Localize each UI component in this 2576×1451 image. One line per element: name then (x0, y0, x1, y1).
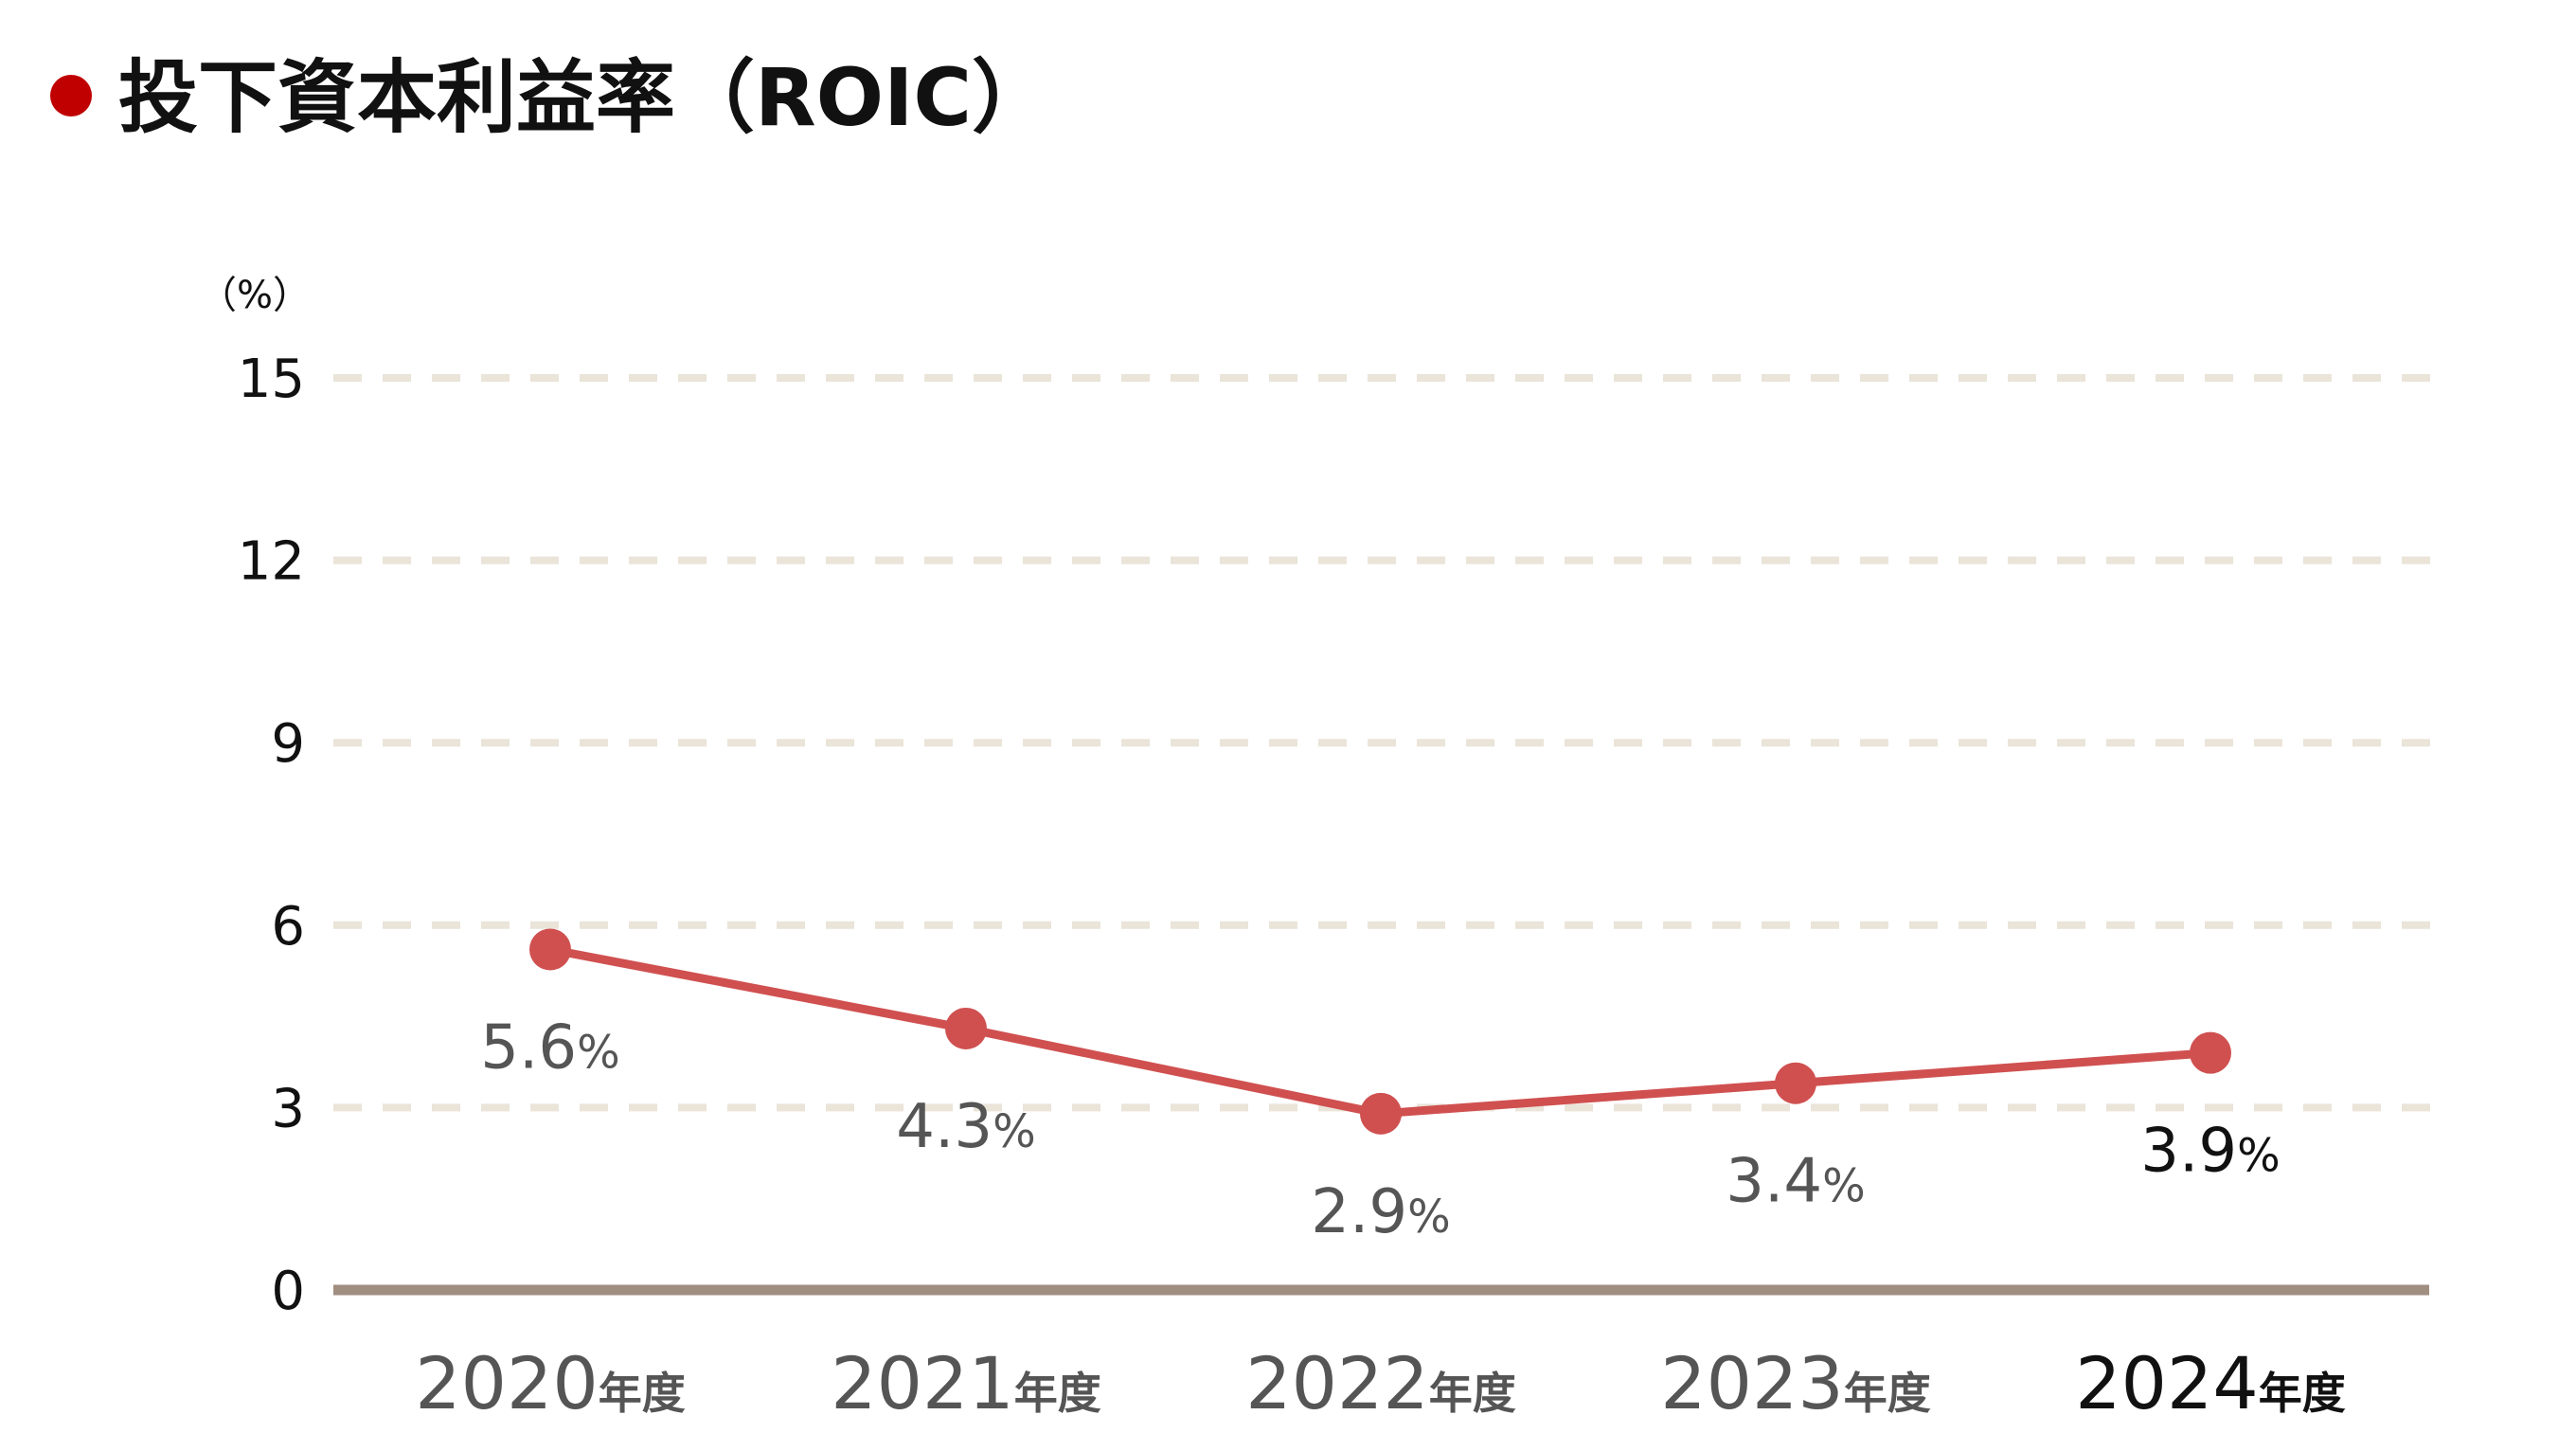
x-tick-suffix: 年度 (1429, 1368, 1516, 1419)
data-label-unit: % (1822, 1160, 1866, 1213)
x-tick-label: 2024年度 (2075, 1341, 2345, 1425)
data-label-unit: % (1407, 1191, 1451, 1244)
data-label-unit: % (993, 1105, 1036, 1158)
data-point (2190, 1031, 2231, 1074)
data-label-value: 3.4 (1726, 1147, 1822, 1217)
x-tick-label: 2022年度 (1245, 1341, 1515, 1425)
y-tick-label: 9 (271, 713, 305, 775)
data-label-value: 2.9 (1311, 1177, 1407, 1247)
y-tick-label: 6 (271, 896, 305, 958)
data-label-unit: % (577, 1026, 620, 1079)
data-label: 2.9% (1311, 1177, 1450, 1247)
x-tick-label: 2020年度 (415, 1341, 685, 1425)
x-tick-suffix: 年度 (1014, 1368, 1101, 1419)
x-tick-suffix: 年度 (599, 1368, 686, 1419)
x-tick-suffix: 年度 (2259, 1368, 2346, 1419)
x-tick-year: 2021 (831, 1341, 1013, 1425)
x-tick-year: 2020 (415, 1341, 598, 1425)
y-tick-label: 3 (271, 1078, 305, 1139)
series-line (549, 945, 2211, 1119)
y-tick-label: 12 (238, 531, 305, 593)
data-label: 3.9% (2140, 1117, 2280, 1187)
y-axis-unit: （%） (199, 274, 311, 317)
chart-title: 投下資本利益率（ROIC） (118, 51, 1051, 144)
data-label: 5.6% (480, 1012, 619, 1083)
data-point (1775, 1062, 1816, 1104)
x-tick-label: 2023年度 (1660, 1341, 1930, 1425)
y-tick-label: 15 (238, 349, 305, 410)
x-tick-year: 2024 (2075, 1341, 2258, 1425)
y-tick-label: 0 (271, 1261, 305, 1322)
data-label-value: 4.3 (896, 1092, 993, 1162)
data-point (945, 1007, 987, 1049)
data-point (1360, 1092, 1402, 1135)
data-label: 4.3% (896, 1092, 1035, 1162)
data-label: 3.4% (1726, 1147, 1865, 1217)
data-point (529, 928, 571, 971)
x-tick-year: 2023 (1660, 1341, 1843, 1425)
x-tick-label: 2021年度 (831, 1341, 1100, 1425)
x-tick-suffix: 年度 (1844, 1368, 1931, 1419)
title-bullet-icon (50, 75, 92, 116)
data-label-value: 3.9 (2140, 1117, 2237, 1187)
data-label-value: 5.6 (480, 1012, 577, 1083)
x-tick-year: 2022 (1245, 1341, 1428, 1425)
data-label-unit: % (2237, 1130, 2281, 1183)
